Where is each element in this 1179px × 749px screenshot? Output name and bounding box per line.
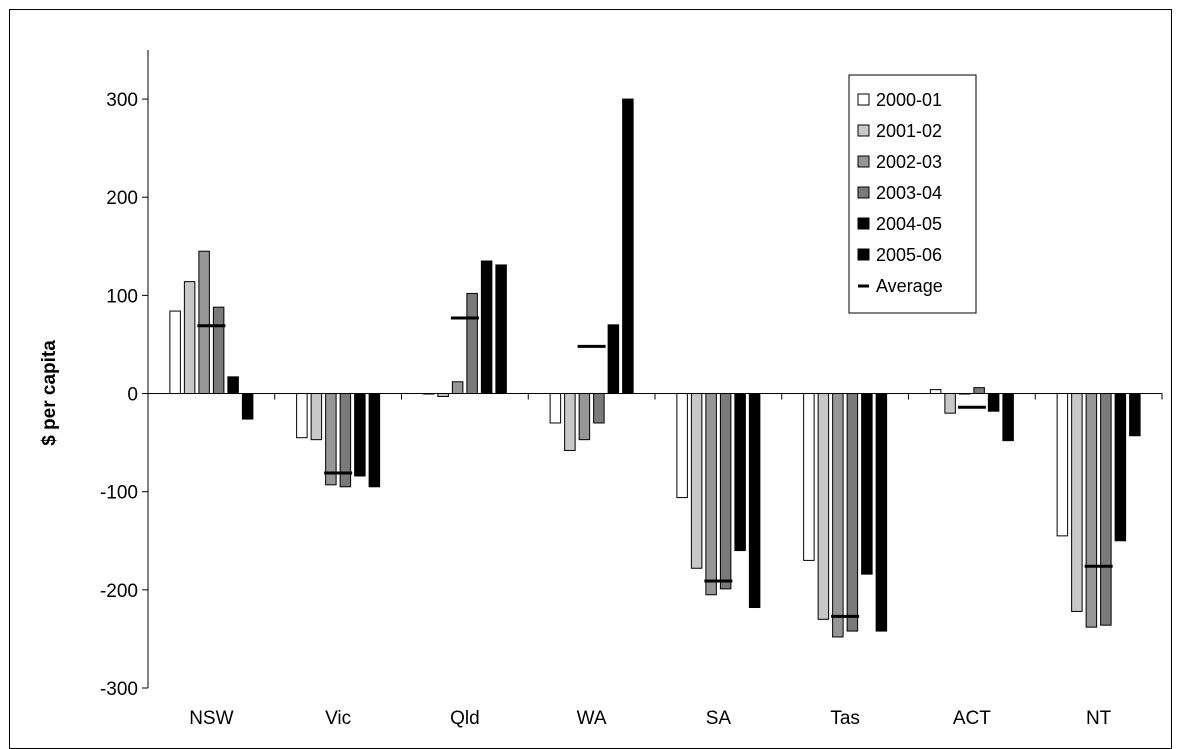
bar-qld-2004-05 [480,260,493,395]
average-markers [197,316,1113,618]
category-label: WA [577,708,607,729]
legend-label: 2003-04 [876,183,942,203]
bar-tas-2001-02 [817,393,830,620]
bar-nsw-2003-04 [212,306,225,395]
bar-tas-2000-01 [803,393,815,561]
bar-act-2000-01 [929,389,942,395]
legend-label: Average [876,276,943,296]
bar-tas-2004-05 [861,393,873,575]
bar-sa-2000-01 [676,393,688,499]
bar-wa-2000-01 [549,393,562,424]
bar-nt-2002-03 [1085,393,1098,628]
bar-act-2005-06 [1002,393,1014,442]
bar-vic-2005-06 [368,393,381,488]
bar-wa-2003-04 [593,393,605,424]
bar-wa-2002-03 [578,393,591,441]
bar-nsw-2005-06 [241,393,254,420]
bars [169,98,1141,638]
legend-label: 2005-06 [876,245,942,265]
bar-sa-2001-02 [690,393,703,569]
bar-sa-2002-03 [705,393,717,596]
bar-act-2004-05 [987,393,1000,412]
axes [142,50,1163,689]
bar-sa-2003-04 [719,393,732,590]
category-label: Qld [450,708,480,729]
bar-nt-2000-01 [1056,393,1069,537]
bar-nsw-2002-03 [198,250,210,395]
legend-swatch [857,186,870,199]
category-label: NSW [189,708,233,729]
y-tick-label: -200 [100,581,138,602]
legend-swatch [857,248,870,261]
y-axis-title: $ per capita [39,340,60,446]
legend-swatch [857,155,870,168]
bar-nsw-2001-02 [183,281,196,395]
y-tick-label: 0 [127,385,138,406]
bar-vic-2001-02 [310,393,323,441]
bar-nt-2003-04 [1100,393,1112,626]
axis-labels: -300 -200 -100 0 100 200 300 NSW Vic Qld WA SA Tas AC… [100,90,1112,729]
bar-nt-2001-02 [1071,393,1083,612]
legend-label: 2001-02 [876,121,942,141]
bar-qld-2005-06 [495,264,507,395]
bar-nt-2005-06 [1129,393,1141,437]
legend-swatch [857,124,870,137]
legend-box [848,74,977,314]
bar-tas-2002-03 [832,393,844,638]
bar-tas-2005-06 [875,393,888,632]
legend-label: 2000-01 [876,90,942,110]
bar-vic-2002-03 [325,393,337,486]
bar-vic-2003-04 [339,393,352,488]
bar-qld-2001-02 [437,393,449,397]
bar-qld-2003-04 [466,292,478,395]
y-tick-label: -300 [100,679,138,700]
bar-wa-2005-06 [622,98,634,395]
legend-swatch [857,93,870,106]
bar-sa-2005-06 [748,393,761,609]
category-label: Tas [830,708,860,729]
bar-nsw-2000-01 [169,310,181,395]
legend-swatch [857,217,870,230]
bar-wa-2001-02 [564,393,576,451]
y-tick-label: -100 [100,483,138,504]
bar-sa-2004-05 [734,393,746,552]
category-label: Vic [325,708,351,729]
bar-nt-2004-05 [1114,393,1127,542]
bar-qld-2002-03 [451,381,464,395]
y-tick-label: 200 [106,188,138,209]
bar-vic-2004-05 [354,393,366,477]
category-label: NT [1086,708,1112,729]
bar-vic-2000-01 [296,393,308,439]
bar-act-2002-03 [958,393,971,395]
category-label: ACT [953,708,991,729]
bar-wa-2004-05 [607,324,620,395]
bar-qld-2000-01 [422,393,435,395]
legend-label: 2004-05 [876,214,942,234]
y-tick-label: 300 [106,90,138,111]
y-tick-label: 100 [106,286,138,307]
category-label: SA [706,708,732,729]
bar-nsw-2004-05 [227,376,239,395]
bar-act-2001-02 [944,393,956,414]
bar-act-2003-04 [973,387,985,395]
legend-label: 2002-03 [876,152,942,172]
legend: 2000-01 2001-02 2002-03 2003-04 2004-05 2005-… [848,74,977,314]
bar-tas-2003-04 [846,393,859,632]
